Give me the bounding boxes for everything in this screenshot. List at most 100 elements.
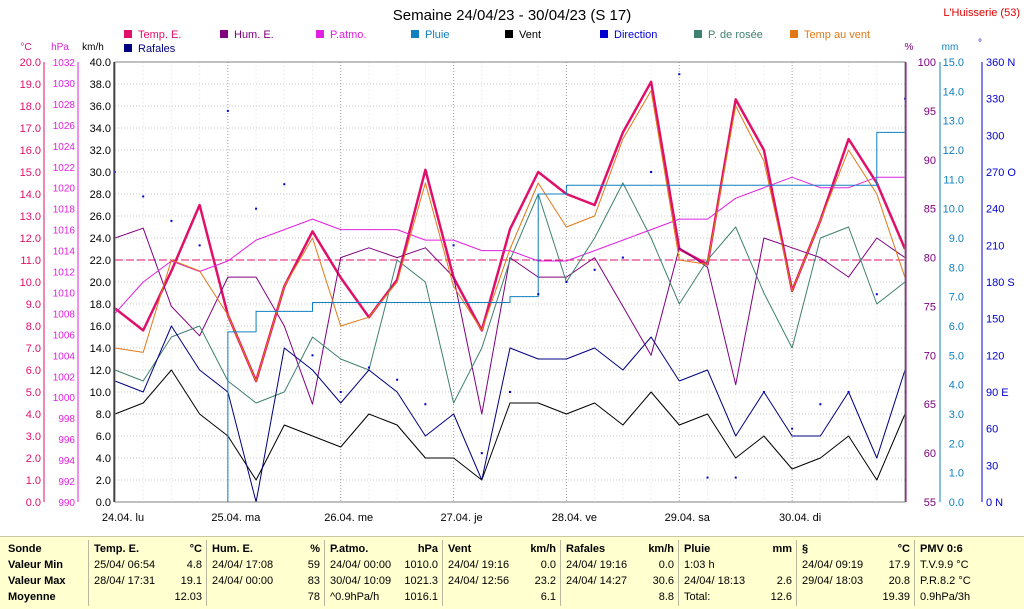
rain-tick-label: 5.0 [949,350,964,362]
summary-header-label: Pluie [684,543,711,555]
temp-tick-label: 18.0 [20,101,41,113]
summary-row: 24/04/ 18:13 2.6 [684,575,792,591]
summary-row: 12.03 [94,591,202,607]
wind-tick-label: 36.0 [90,101,111,113]
direction-point [565,281,568,283]
temp-tick-label: 16.0 [20,145,41,157]
rain-tick-label: 3.0 [949,409,964,421]
day-label: 26.04. me [324,512,373,524]
summary-header-label: Rafales [566,543,606,555]
wind-tick-label: 26.0 [90,211,111,223]
summary-cell-label: Total: [684,591,711,603]
direction-point [678,73,681,76]
summary-header-unit: % [310,543,320,555]
rain-tick-label: 9.0 [949,233,964,245]
direction-point [480,452,483,455]
summary-column: Rafales km/h 24/04/ 19:16 0.0 24/04/ 14:27 30… [566,543,674,607]
hum-tick-label: 100 [918,57,936,69]
direction-point [142,195,145,198]
rain-tick-label: 12.0 [943,145,964,157]
summary-column: P.atmo. hPa 24/04/ 00:00 1010.0 30/04/ 10:09… [330,543,438,607]
temp-tick-label: 15.0 [20,167,41,179]
right-axes: 55 60 65 70 75 80 85 90 95 100 0.0 1.0 2.0 3.0 4.0 5.0 6… [905,57,1016,509]
wind-tick-label: 4.0 [96,453,111,465]
dir-tick-label: 90 E [986,387,1009,399]
dir-tick-label: 240 [986,204,1004,216]
dir-tick-label: 210 [986,240,1004,252]
temp-tick-label: 1.0 [26,475,41,487]
day-label: 24.04. lu [102,512,144,524]
summary-header: Temp. E. °C [94,543,202,559]
summary-cell-label: P.R.8.2 °C [920,575,971,587]
summary-header-label: Hum. E. [212,543,253,555]
temp-tick-label: 3.0 [26,431,41,443]
summary-row: Moyenne [8,591,86,607]
summary-row: 24/04/ 19:16 0.0 [566,559,674,575]
press-tick-label: 1000 [53,393,76,404]
summary-cell-label: 24/04/ 00:00 [330,559,392,571]
chart-title: Semaine 24/04/23 - 30/04/23 (S 17) [393,7,632,24]
legend-label: P. de rosée [708,29,763,41]
wind-tick-label: 2.0 [96,475,111,487]
press-tick-label: 1018 [53,205,76,216]
rain-tick-label: 13.0 [943,116,964,128]
legend-label: P.atmo. [330,29,367,41]
direction-point [650,171,653,173]
legend-label: Vent [519,29,541,41]
temp-tick-label: 11.0 [20,255,41,267]
summary-row: Valeur Max [8,575,86,591]
summary-row: 78 [212,591,320,607]
summary-cell-value: 4.8 [186,559,202,571]
wind-tick-label: 22.0 [90,255,111,267]
summary-row: Valeur Min [8,559,86,575]
summary-header: Pluie mm [684,543,792,559]
temp-tick-label: 0.0 [26,497,41,509]
day-label: 25.04. ma [211,512,261,524]
summary-row: 24/04/ 14:27 30.6 [566,575,674,591]
summary-header-label: PMV 0:6 [920,543,963,555]
hum-tick-label: 70 [924,350,936,362]
wind-tick-label: 28.0 [90,189,111,201]
hum-tick-label: 55 [924,497,936,509]
summary-row: 25/04/ 06:54 4.8 [94,559,202,575]
summary-header: § °C [802,543,910,559]
press-tick-label: 1010 [53,288,76,299]
summary-row: T.V.9.9 °C [920,559,1016,575]
hum-tick-label: 60 [924,448,936,460]
summary-cell-value: 20.8 [888,575,910,587]
summary-header: Sonde [8,543,86,559]
wind-tick-label: 16.0 [90,321,111,333]
day-label: 29.04. sa [665,512,711,524]
direction-point [283,183,286,186]
series-group [114,73,907,503]
summary-cell-value: 17.9 [888,559,910,571]
wind-tick-label: 34.0 [90,123,111,135]
dir-unit: ° [978,38,982,49]
dir-tick-label: 120 [986,350,1004,362]
temp-tick-label: 20.0 [20,57,41,69]
press-tick-label: 1004 [53,351,76,362]
direction-point [311,354,314,357]
summary-cell-label: 24/04/ 00:00 [212,575,274,587]
summary-cell-label: 30/04/ 10:09 [330,575,392,587]
summary-panel: Sonde Valeur Min Valeur Max Moyenne Temp. E.… [0,536,1024,609]
press-tick-label: 1026 [53,121,76,132]
summary-column: PMV 0:6 T.V.9.9 °C P.R.8.2 °C 0.9hPa/3h [920,543,1016,607]
summary-column: Temp. E. °C 25/04/ 06:54 4.8 28/04/ 17:31 19.… [94,543,202,607]
summary-header-unit: km/h [530,543,556,555]
temp-tick-label: 14.0 [20,189,41,201]
legend-swatch [124,30,132,38]
summary-header-label: P.atmo. [330,543,369,555]
wind-tick-label: 30.0 [90,167,111,179]
x-axis-labels: 24.04. lu 25.04. ma 26.04. me 27.04. je 28.0… [102,512,821,524]
wind-tick-label: 10.0 [90,387,111,399]
direction-point [424,403,427,406]
press-tick-label: 1030 [53,79,76,90]
summary-cell-label: Valeur Min [8,559,64,571]
press-tick-label: 1016 [53,226,76,237]
summary-row: 24/04/ 09:19 17.9 [802,559,910,575]
summary-cell-value: 1010.0 [404,559,438,571]
direction-point [509,391,511,393]
direction-point [226,109,229,112]
temp-tick-label: 13.0 [20,211,41,223]
